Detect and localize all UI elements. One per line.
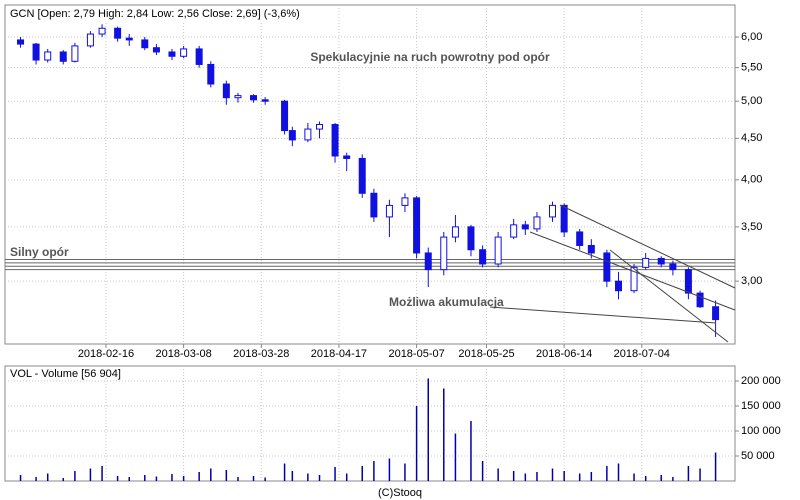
- candle-body: [71, 45, 79, 62]
- volume-panel: [4, 365, 736, 482]
- y-tick-label: 4,00: [741, 174, 762, 186]
- candle-body: [467, 226, 475, 251]
- y2-tick-label: 100 000: [741, 425, 781, 437]
- candle-body: [44, 51, 52, 61]
- chart-title: GCN [Open: 2,79 High: 2,84 Low: 2,56 Clo…: [10, 8, 300, 20]
- candle-body: [152, 47, 160, 53]
- candle-body: [510, 224, 518, 238]
- candle-body: [222, 83, 230, 99]
- candle-body: [98, 27, 106, 35]
- candle-body: [207, 63, 215, 85]
- candle-body: [304, 128, 312, 141]
- candle-body: [86, 33, 94, 47]
- candle-body: [316, 124, 324, 130]
- candle-body: [669, 263, 677, 271]
- candle-body: [250, 95, 258, 101]
- candle-body: [712, 306, 720, 321]
- trend-line: [529, 231, 736, 311]
- candle-body: [195, 48, 203, 65]
- candle-body: [180, 48, 188, 57]
- y2-tick-label: 50 000: [741, 450, 775, 462]
- candle-body: [114, 27, 122, 39]
- candle-body: [587, 244, 595, 254]
- candle-body: [331, 124, 339, 157]
- y-tick-label: 6,00: [741, 31, 762, 43]
- annotation: Możliwa akumulacja: [389, 295, 504, 309]
- candle-body: [32, 43, 40, 61]
- x-tick-label: 2018-05-07: [388, 348, 444, 360]
- candle-body: [657, 257, 665, 265]
- trend-line: [559, 204, 736, 289]
- candle-body: [576, 231, 584, 246]
- candle-body: [603, 252, 611, 282]
- candle-body: [358, 157, 366, 194]
- candle-body: [440, 236, 448, 271]
- candle-body: [59, 51, 67, 62]
- y-tick-label: 4,50: [741, 132, 762, 144]
- candle-body: [370, 192, 378, 218]
- candle-body: [684, 269, 692, 294]
- candle-body: [642, 257, 650, 268]
- candle-body: [401, 197, 409, 206]
- volume-title: VOL - Volume [56 904]: [10, 368, 121, 380]
- candle-body: [533, 216, 541, 230]
- x-tick-label: 2018-04-17: [311, 348, 367, 360]
- x-tick-label: 2018-07-04: [614, 348, 670, 360]
- candle-body: [615, 280, 623, 292]
- x-tick-label: 2018-03-08: [155, 348, 211, 360]
- candle-body: [630, 266, 638, 292]
- candle-body: [261, 99, 269, 102]
- candle-body: [141, 39, 149, 49]
- candle-body: [494, 236, 502, 265]
- annotation: Silny opór: [10, 245, 69, 259]
- layer: 3,00 3,50 4,00 4,50 5,00 5,50 6,00 50 000 100 00…: [5, 5, 781, 481]
- title-bg: [8, 7, 328, 21]
- candle-body: [343, 155, 351, 159]
- candle-body: [696, 292, 704, 308]
- x-tick-label: 2018-02-16: [78, 348, 134, 360]
- candle-body: [521, 224, 529, 230]
- annotation: Spekulacyjnie na ruch powrotny pod opór: [310, 50, 550, 64]
- candle-body: [549, 204, 556, 218]
- candle-body: [451, 226, 459, 238]
- candle-body: [560, 204, 568, 233]
- x-tick-label: 2018-06-14: [536, 348, 592, 360]
- candle-body: [125, 37, 133, 41]
- candle-body: [479, 249, 487, 265]
- candle-body: [17, 39, 25, 45]
- y2-tick-label: 150 000: [741, 400, 781, 412]
- footer: (C)Stooq: [378, 487, 422, 499]
- candle-body: [424, 252, 432, 271]
- candle-body: [234, 95, 242, 99]
- y-tick-label: 3,50: [741, 221, 762, 233]
- candle-body: [385, 204, 393, 218]
- y-tick-label: 5,00: [741, 95, 762, 107]
- accumulation-line: [489, 306, 717, 324]
- y-tick-label: 5,50: [741, 62, 762, 74]
- x-tick-label: 2018-03-28: [233, 348, 289, 360]
- price-panel: [4, 4, 736, 345]
- candle-body: [281, 100, 289, 132]
- candle-body: [413, 197, 421, 254]
- candle-body: [288, 130, 296, 141]
- y2-tick-label: 200 000: [741, 375, 781, 387]
- trend-line: [609, 249, 729, 343]
- y-tick-label: 3,00: [741, 275, 762, 287]
- x-tick-label: 2018-05-25: [458, 348, 514, 360]
- candle-body: [168, 51, 176, 57]
